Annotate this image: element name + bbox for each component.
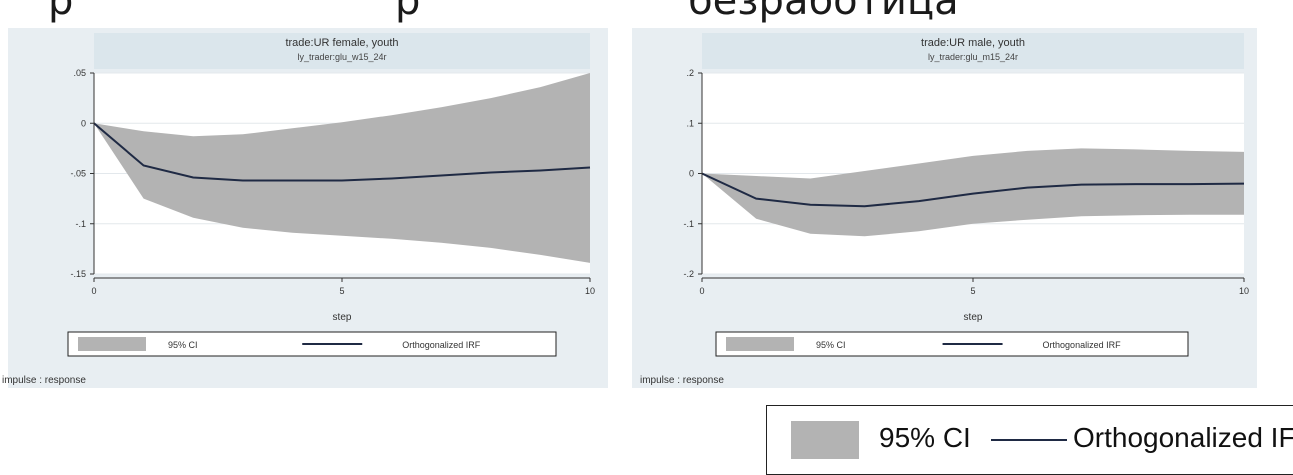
y-tick-label: -.15 <box>70 269 86 279</box>
large-legend-ci-label: 95% CI <box>879 422 971 453</box>
legend-ci-label: 95% CI <box>816 340 846 350</box>
legend-irf-label: Orthogonalized IRF <box>1043 340 1122 350</box>
y-tick-label: .2 <box>686 68 694 78</box>
impulse-response-note-right: impulse : response <box>640 375 724 386</box>
y-tick-label: -.05 <box>70 169 86 179</box>
y-tick-label: .05 <box>73 68 86 78</box>
chart-subtitle: ly_trader:glu_w15_24r <box>297 52 386 62</box>
impulse-response-note-left: impulse : response <box>2 375 86 386</box>
large-legend: 95% CI Orthogonalized IF <box>766 405 1293 475</box>
x-tick-label: 5 <box>970 286 975 296</box>
legend-box <box>715 331 1189 357</box>
irf-line <box>93 122 591 182</box>
chart-title: trade:UR male, youth <box>921 37 1025 49</box>
header-fragment-mid: р <box>395 0 421 24</box>
ci-band <box>94 73 590 263</box>
title-band <box>702 33 1244 69</box>
header-text-fragments: р р безработица <box>0 0 1293 38</box>
irf-line <box>701 172 1245 208</box>
legend-ci-swatch <box>726 337 794 351</box>
large-legend-irf-line <box>991 439 1067 441</box>
large-legend-ci-swatch <box>791 421 859 459</box>
x-tick-label: 5 <box>339 286 344 296</box>
chart-panel-male: trade:UR male, youth ly_trader:glu_m15_24… <box>632 28 1257 388</box>
legend-ci-label: 95% CI <box>168 340 198 350</box>
x-tick-label: 10 <box>585 286 595 296</box>
ci-band <box>702 148 1244 237</box>
y-tick-label: 0 <box>689 169 694 179</box>
title-band <box>94 33 590 69</box>
y-tick-label: -.1 <box>75 219 86 229</box>
y-tick-label: -.1 <box>683 219 694 229</box>
irf-chart-male: trade:UR male, youth ly_trader:glu_m15_24… <box>683 33 1249 357</box>
x-tick-label: 10 <box>1239 286 1249 296</box>
irf-chart-female: trade:UR female, youth ly_trader:glu_w15_… <box>67 33 595 357</box>
chart-subtitle: ly_trader:glu_m15_24r <box>928 52 1018 62</box>
chart-panel-female: trade:UR female, youth ly_trader:glu_w15_… <box>8 28 608 388</box>
y-tick-label: .1 <box>686 118 694 128</box>
x-axis-label: step <box>964 312 983 323</box>
chart-title: trade:UR female, youth <box>285 37 398 49</box>
y-tick-label: 0 <box>81 118 86 128</box>
large-legend-irf-label: Orthogonalized IF <box>1073 422 1293 453</box>
legend-ci-swatch <box>78 337 146 351</box>
x-tick-label: 0 <box>91 286 96 296</box>
header-fragment-right: безработица <box>688 0 959 24</box>
legend-irf-label: Orthogonalized IRF <box>402 340 481 350</box>
x-axis-label: step <box>333 312 352 323</box>
y-tick-label: -.2 <box>683 269 694 279</box>
header-fragment-left: р <box>48 0 74 24</box>
x-tick-label: 0 <box>699 286 704 296</box>
